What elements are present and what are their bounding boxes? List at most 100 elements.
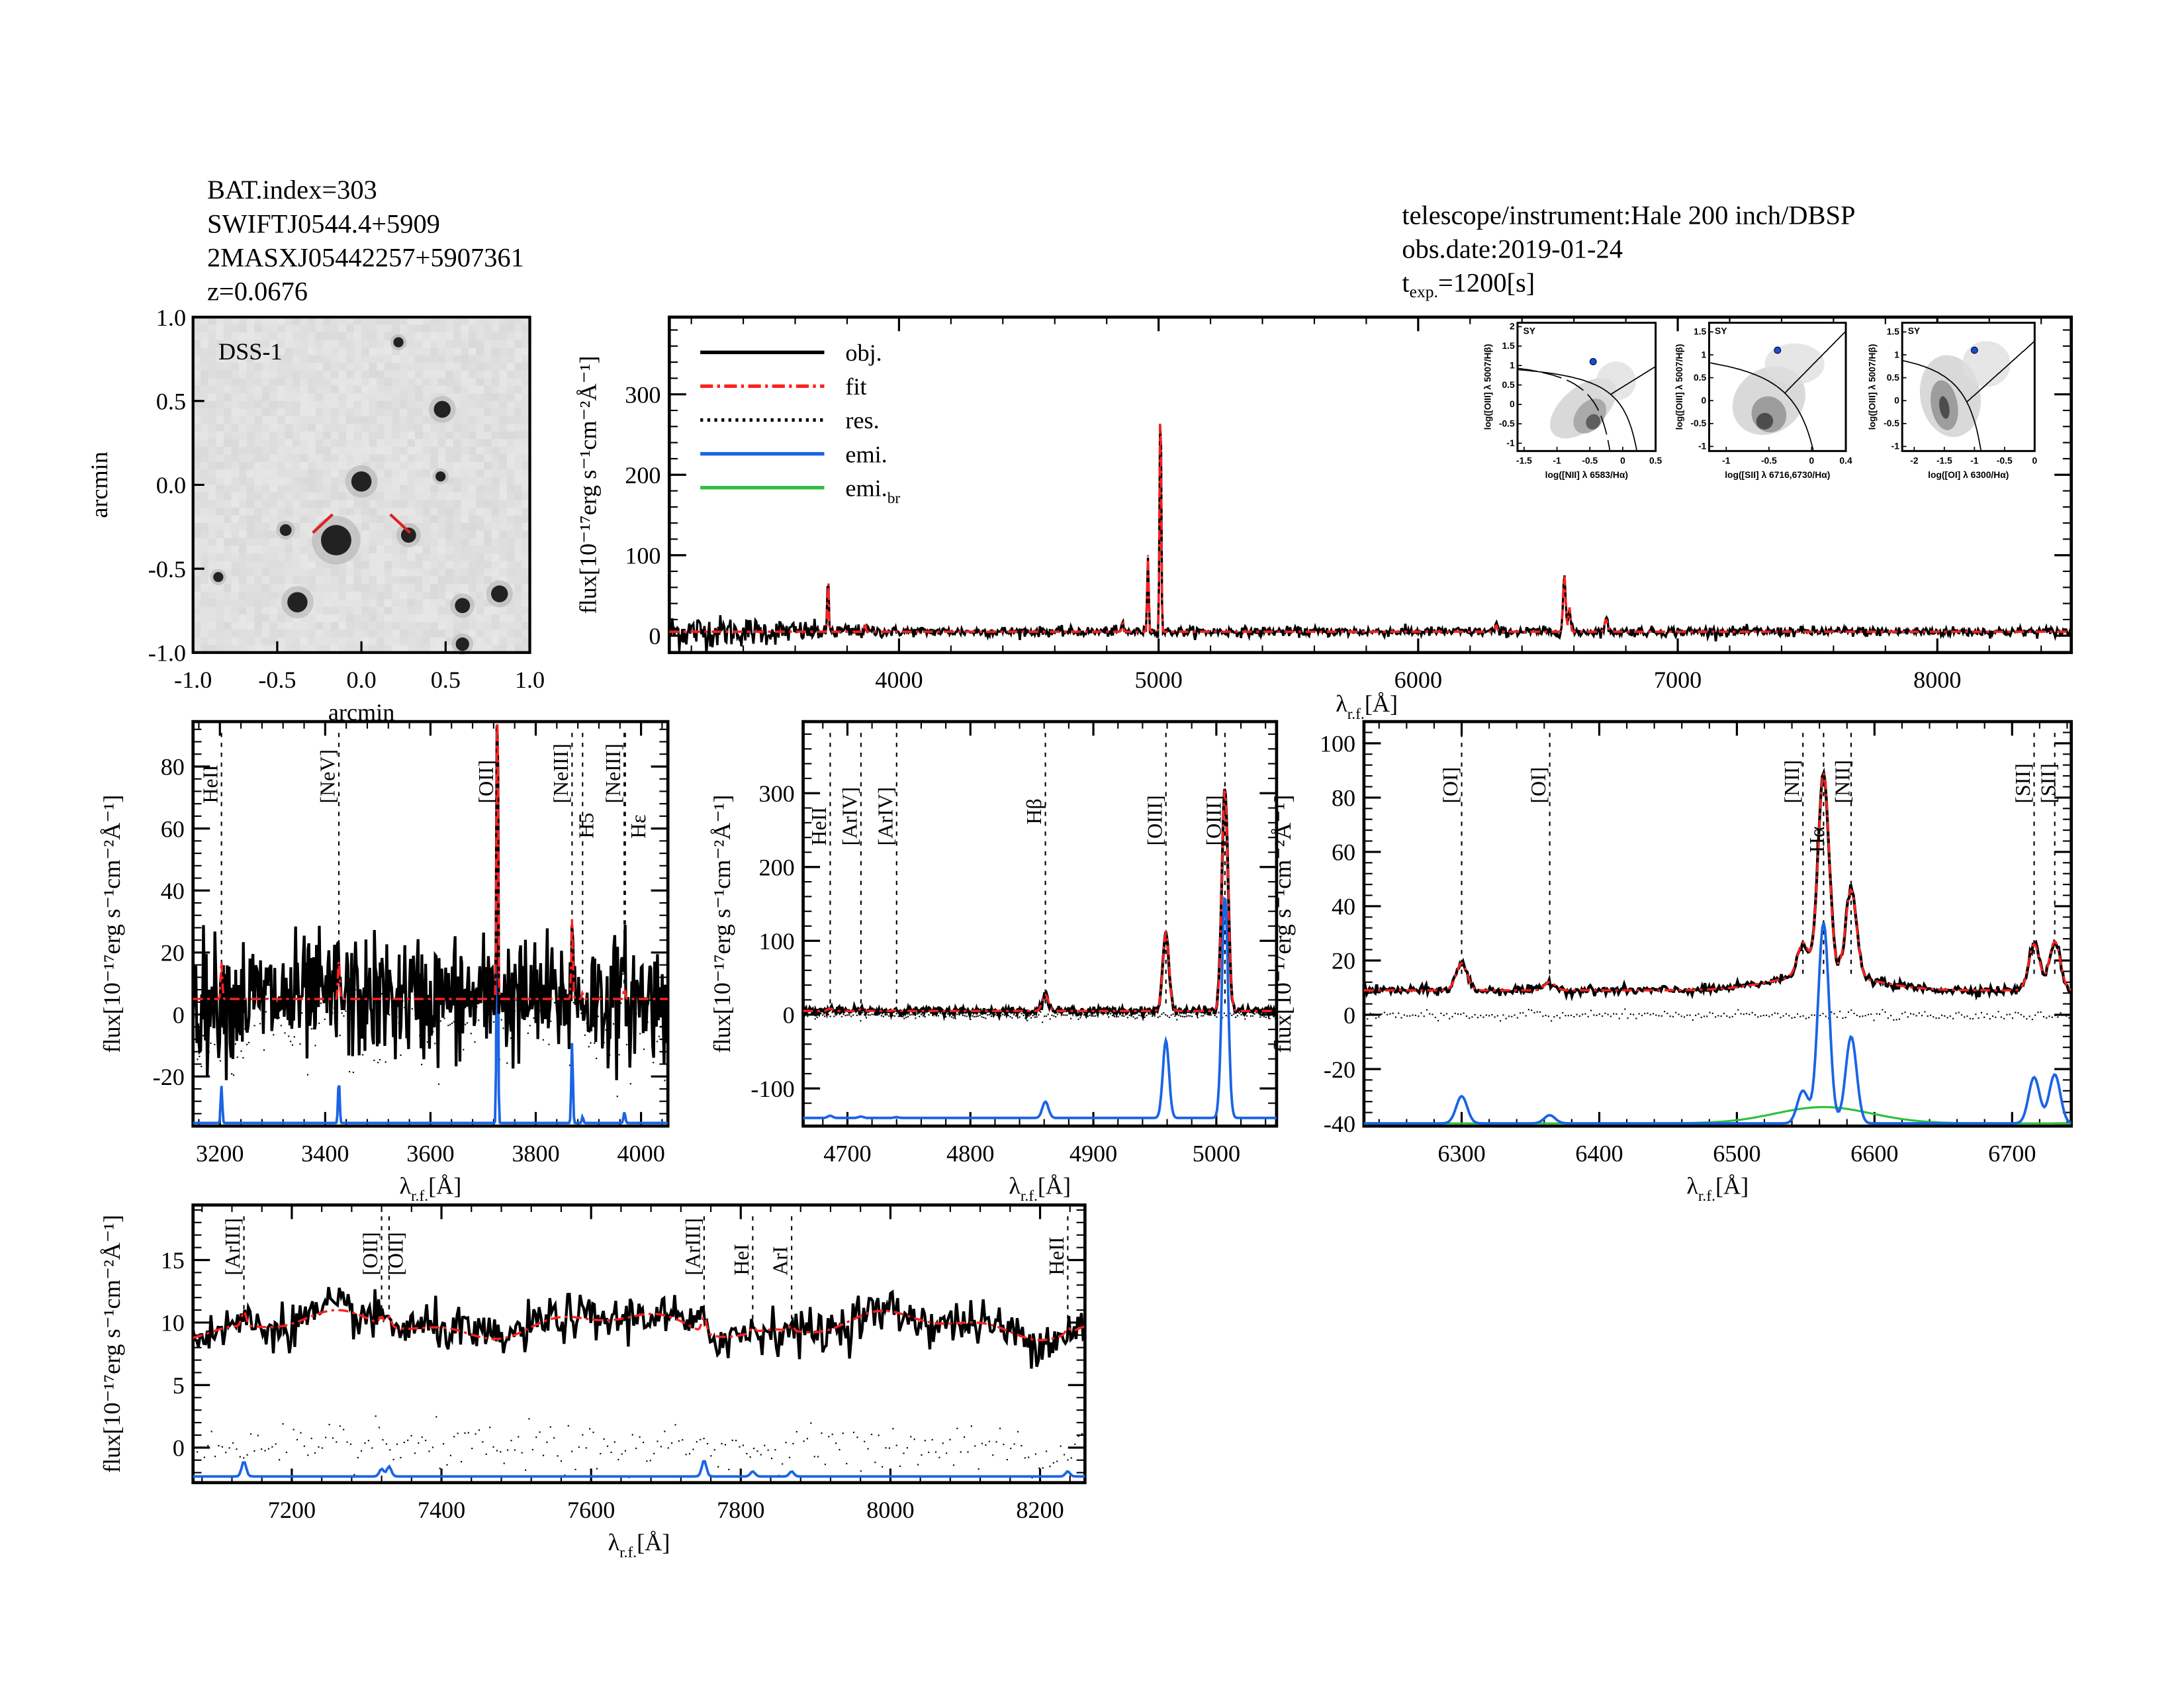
dss-pixel [377,545,385,554]
dss-pixel [308,317,316,326]
dss-pixel [476,424,484,432]
dss-pixel [315,400,324,409]
residual-point [814,1018,816,1020]
residual-point [353,1474,355,1476]
residual-point [242,1056,244,1059]
dss-pixel [193,385,201,394]
dss-pixel [338,630,347,638]
residual-point [1610,1015,1612,1017]
residual-point [572,1002,574,1004]
dss-pixel [399,553,408,562]
fit-curve [1363,773,2071,992]
dss-pixel [216,408,224,417]
dss-pixel [201,569,209,577]
residual-point [1946,1017,1948,1019]
residual-point [489,1427,491,1429]
residual-point [197,1058,199,1060]
residual-point [1933,1016,1934,1018]
dss-pixel [476,637,484,645]
residual-point [1995,1016,1997,1018]
x-tick-label: 0 [1809,455,1815,465]
dss-pixel [246,507,255,516]
dss-pixel [193,545,201,554]
dss-pixel [239,370,248,379]
dss-pixel [216,332,224,341]
dss-pixel [239,515,248,524]
residual-point [1596,1014,1598,1016]
residual-point [1715,1016,1717,1018]
residual-point [1757,1016,1759,1018]
density-contour [1764,343,1825,385]
dss-pixel [216,370,224,379]
residual-point [620,1002,622,1004]
line-label: HeI [730,1244,753,1276]
dss-pixel [246,500,255,508]
residual-point [735,1440,737,1442]
dss-pixel [239,485,248,493]
dss-pixel [415,599,424,608]
dss-pixel [323,439,332,447]
residual-point [1197,1017,1199,1019]
dss-pixel [407,355,416,363]
dss-pixel [261,431,270,440]
dss-pixel [445,446,454,455]
residual-point [510,1440,512,1442]
dss-pixel [476,630,484,638]
residual-point [1655,1014,1657,1016]
dss-pixel [353,385,362,394]
dss-pixel [506,645,516,653]
dss-pixel [216,355,224,363]
residual-point [660,1446,662,1448]
dss-pixel [201,606,209,615]
dss-pixel [216,348,224,356]
residual-point [922,1015,924,1017]
residual-point [1400,1017,1402,1019]
dss-pixel [392,492,400,501]
dss-source [393,337,404,348]
dss-pixel [201,385,209,394]
dss-pixel [384,553,392,562]
x-tick-label: -2 [1910,455,1919,465]
dss-pixel [384,538,392,547]
dss-pixel [231,408,240,417]
residual-point [988,1013,991,1015]
dss-pixel [193,400,201,409]
residual-point [1746,1013,1748,1015]
dss-pixel [445,569,454,577]
dss-pixel [261,569,270,577]
dss-pixel [422,576,431,585]
residual-point [1941,1014,1943,1016]
residual-point [346,1441,348,1443]
density-contour [1756,412,1774,430]
dss-pixel [353,515,362,524]
fit-curve [669,424,2071,633]
residual-point [1163,1012,1165,1014]
x-tick-label: -0.5 [1997,455,2013,465]
residual-point [1170,1014,1172,1016]
bpt-area [1517,357,1656,451]
2mass-name: 2MASXJ05442257+5907361 [207,242,524,272]
residual-point [667,1447,669,1449]
dss-pixel [522,378,531,387]
dss-pixel [231,645,240,653]
residual-point [874,1462,876,1464]
residual-point [841,1015,842,1017]
dss-pixel [277,500,286,508]
dss-pixel [293,645,301,653]
dss-pixel [308,408,316,417]
dss-pixel [430,370,439,379]
residual-point [341,1012,343,1014]
residual-point [1038,1467,1040,1470]
dss-pixel [308,370,316,379]
dss-pixel [315,408,324,417]
dss-pixel [514,393,523,402]
residual-point [846,1462,848,1465]
dss-pixel [506,363,516,371]
dss-pixel [407,469,416,478]
dss-pixel [231,477,240,486]
dss-pixel [338,340,347,348]
y-axis-label: arcmin [86,451,113,518]
dss-pixel [399,599,408,608]
dss-pixel [453,569,462,577]
residual-point [909,1014,911,1016]
